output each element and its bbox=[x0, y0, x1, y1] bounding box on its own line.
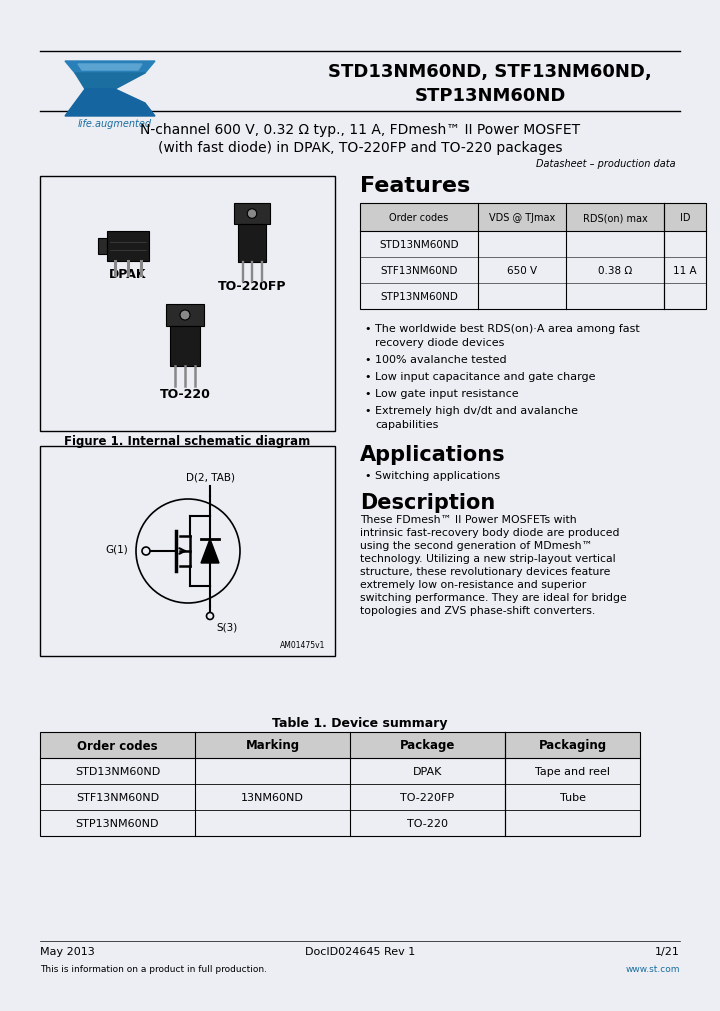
Text: Marking: Marking bbox=[246, 739, 300, 752]
Text: Figure 1. Internal schematic diagram: Figure 1. Internal schematic diagram bbox=[64, 435, 310, 448]
Text: G(1): G(1) bbox=[105, 545, 128, 554]
Text: DPAK: DPAK bbox=[109, 267, 147, 280]
Polygon shape bbox=[65, 62, 155, 74]
Text: DPAK: DPAK bbox=[413, 766, 442, 776]
Text: STP13NM60ND: STP13NM60ND bbox=[414, 87, 566, 105]
Text: using the second generation of MDmesh™: using the second generation of MDmesh™ bbox=[360, 541, 593, 550]
Text: STP13NM60ND: STP13NM60ND bbox=[76, 818, 159, 828]
Text: 1/21: 1/21 bbox=[655, 946, 680, 956]
Polygon shape bbox=[201, 540, 219, 563]
Text: STD13NM60ND: STD13NM60ND bbox=[75, 766, 160, 776]
Text: 13NM60ND: 13NM60ND bbox=[241, 793, 304, 802]
Text: switching performance. They are ideal for bridge: switching performance. They are ideal fo… bbox=[360, 592, 626, 603]
Text: • Extremely high dv/dt and avalanche: • Extremely high dv/dt and avalanche bbox=[365, 405, 578, 416]
Text: Applications: Applications bbox=[360, 445, 505, 464]
Text: • The worldwide best RDS(on)·A area among fast: • The worldwide best RDS(on)·A area amon… bbox=[365, 324, 640, 334]
Text: (with fast diode) in DPAK, TO-220FP and TO-220 packages: (with fast diode) in DPAK, TO-220FP and … bbox=[158, 141, 562, 155]
Bar bbox=[40, 177, 335, 432]
Text: STF13NM60ND: STF13NM60ND bbox=[380, 266, 458, 276]
Text: 11 A: 11 A bbox=[673, 266, 697, 276]
Text: TO-220: TO-220 bbox=[407, 818, 448, 828]
Text: intrinsic fast-recovery body diode are produced: intrinsic fast-recovery body diode are p… bbox=[360, 528, 619, 538]
Text: This is information on a product in full production.: This is information on a product in full… bbox=[40, 964, 267, 974]
Text: Description: Description bbox=[360, 492, 495, 513]
Text: N-channel 600 V, 0.32 Ω typ., 11 A, FDmesh™ II Power MOSFET: N-channel 600 V, 0.32 Ω typ., 11 A, FDme… bbox=[140, 123, 580, 136]
Text: VDS @ TJmax: VDS @ TJmax bbox=[489, 212, 555, 222]
Text: Order codes: Order codes bbox=[390, 212, 449, 222]
Text: S(3): S(3) bbox=[216, 622, 238, 632]
Text: Datasheet – production data: Datasheet – production data bbox=[536, 159, 676, 169]
Text: Package: Package bbox=[400, 739, 455, 752]
Text: Order codes: Order codes bbox=[77, 739, 158, 752]
Text: TO-220FP: TO-220FP bbox=[217, 280, 287, 293]
Bar bbox=[170, 327, 200, 367]
Text: • 100% avalanche tested: • 100% avalanche tested bbox=[365, 355, 507, 365]
Text: 0.38 Ω: 0.38 Ω bbox=[598, 266, 632, 276]
Bar bbox=[40, 732, 640, 836]
Text: Table 1. Device summary: Table 1. Device summary bbox=[272, 716, 448, 729]
Bar bbox=[166, 304, 204, 327]
Text: life.augmented: life.augmented bbox=[78, 119, 152, 128]
Bar bbox=[99, 239, 107, 255]
Text: 650 V: 650 V bbox=[507, 266, 537, 276]
Text: • Switching applications: • Switching applications bbox=[365, 470, 500, 480]
Text: topologies and ZVS phase-shift converters.: topologies and ZVS phase-shift converter… bbox=[360, 606, 595, 616]
Text: These FDmesh™ II Power MOSFETs with: These FDmesh™ II Power MOSFETs with bbox=[360, 515, 577, 525]
Text: www.st.com: www.st.com bbox=[626, 964, 680, 974]
Bar bbox=[107, 232, 149, 262]
Text: RDS(on) max: RDS(on) max bbox=[582, 212, 647, 222]
Text: STD13NM60ND: STD13NM60ND bbox=[379, 240, 459, 250]
Text: Features: Features bbox=[360, 176, 470, 196]
Text: AM01475v1: AM01475v1 bbox=[279, 640, 325, 649]
Text: • Low gate input resistance: • Low gate input resistance bbox=[365, 388, 518, 398]
Text: technology. Utilizing a new strip-layout vertical: technology. Utilizing a new strip-layout… bbox=[360, 553, 616, 563]
Polygon shape bbox=[78, 65, 142, 71]
Circle shape bbox=[142, 548, 150, 555]
Text: STF13NM60ND: STF13NM60ND bbox=[76, 793, 159, 802]
Text: Packaging: Packaging bbox=[539, 739, 606, 752]
Circle shape bbox=[207, 613, 214, 620]
Bar bbox=[238, 224, 266, 263]
Text: May 2013: May 2013 bbox=[40, 946, 95, 956]
Text: TO-220FP: TO-220FP bbox=[400, 793, 454, 802]
Text: • Low input capacitance and gate charge: • Low input capacitance and gate charge bbox=[365, 372, 595, 381]
Polygon shape bbox=[65, 90, 155, 117]
Text: recovery diode devices: recovery diode devices bbox=[375, 338, 505, 348]
Text: capabilities: capabilities bbox=[375, 420, 438, 430]
Bar bbox=[360, 204, 706, 232]
Circle shape bbox=[180, 310, 190, 320]
Bar bbox=[234, 204, 270, 224]
Text: structure, these revolutionary devices feature: structure, these revolutionary devices f… bbox=[360, 566, 611, 576]
Text: STD13NM60ND, STF13NM60ND,: STD13NM60ND, STF13NM60ND, bbox=[328, 63, 652, 81]
Bar bbox=[40, 447, 335, 656]
Polygon shape bbox=[75, 74, 145, 90]
Text: ID: ID bbox=[680, 212, 690, 222]
Text: DocID024645 Rev 1: DocID024645 Rev 1 bbox=[305, 946, 415, 956]
Bar bbox=[40, 732, 640, 758]
Circle shape bbox=[247, 209, 257, 219]
Bar bbox=[360, 204, 706, 309]
Text: Tape and reel: Tape and reel bbox=[535, 766, 610, 776]
Text: TO-220: TO-220 bbox=[160, 388, 210, 401]
Text: D(2, TAB): D(2, TAB) bbox=[186, 471, 235, 481]
Text: STP13NM60ND: STP13NM60ND bbox=[380, 292, 458, 301]
Text: extremely low on-resistance and superior: extremely low on-resistance and superior bbox=[360, 579, 586, 589]
Text: Tube: Tube bbox=[559, 793, 585, 802]
